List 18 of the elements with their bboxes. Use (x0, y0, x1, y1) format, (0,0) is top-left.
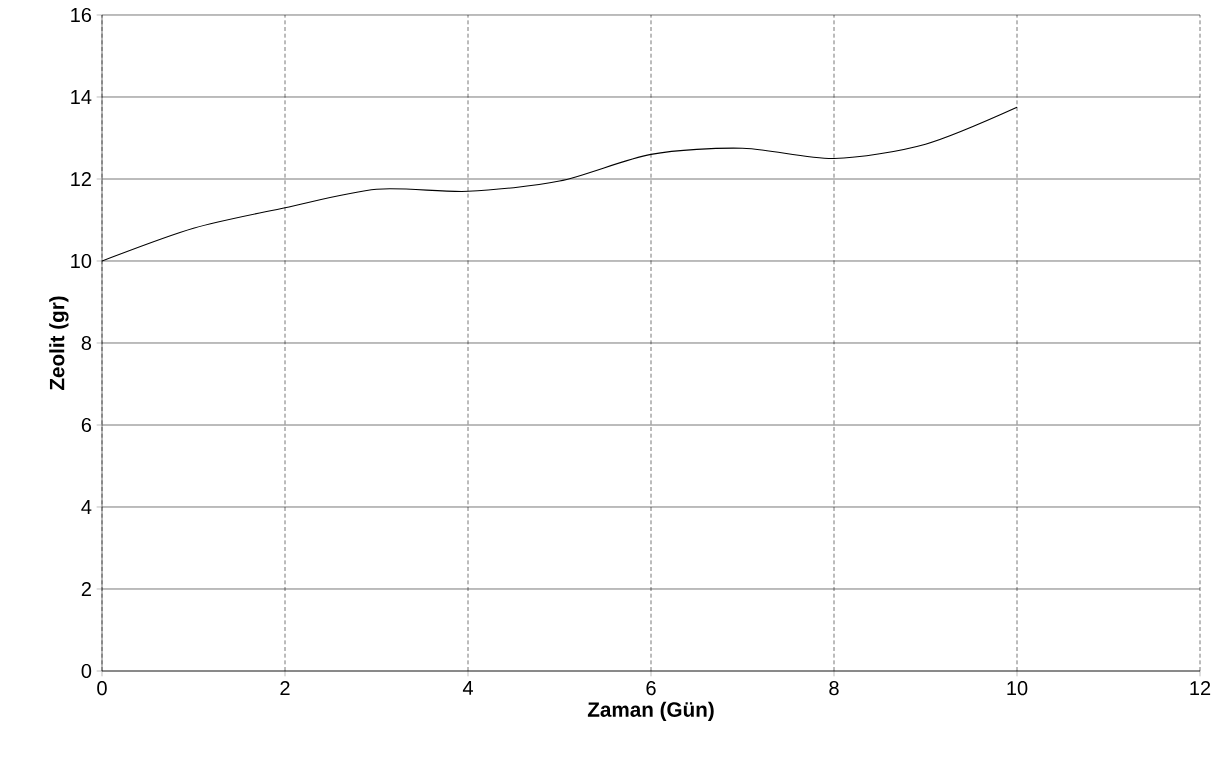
y-tick-label: 6 (81, 417, 92, 433)
y-tick-label: 8 (81, 335, 92, 351)
y-tick-label: 12 (71, 172, 91, 186)
y-tick-label: 10 (71, 253, 92, 269)
x-axis-title: Zaman (Gün) (587, 701, 714, 721)
x-tick-label: 10 (1007, 681, 1028, 696)
y-tick-label: 0 (81, 663, 92, 679)
x-tick-label: 12 (1190, 681, 1211, 696)
y-tick-label: 14 (71, 90, 92, 104)
y-tick-label: 2 (81, 582, 91, 596)
x-tick-label: 2 (280, 681, 290, 696)
x-tick-label: 0 (97, 681, 107, 696)
x-tick-label: 4 (462, 681, 473, 695)
y-axis-title: Zeolit (gr) (49, 296, 69, 391)
x-tick-label: 8 (829, 681, 839, 696)
y-tick-label: 16 (71, 7, 92, 23)
x-tick-label: 6 (646, 681, 656, 696)
y-tick-label: 4 (81, 500, 92, 514)
